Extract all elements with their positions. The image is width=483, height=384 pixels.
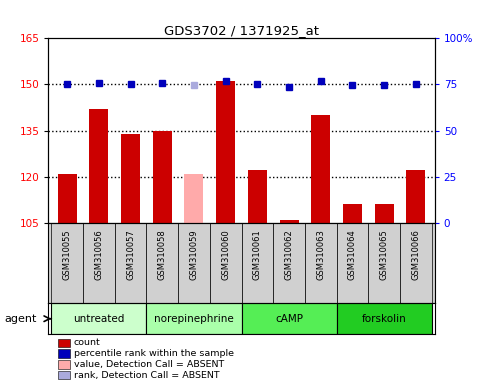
Bar: [343, 204, 362, 223]
Text: untreated: untreated: [73, 314, 125, 324]
Bar: [368, 223, 400, 303]
Text: GSM310058: GSM310058: [158, 229, 167, 280]
Text: norepinephrine: norepinephrine: [154, 314, 234, 324]
Bar: [89, 109, 109, 223]
Text: GSM310056: GSM310056: [95, 229, 103, 280]
Bar: [248, 170, 267, 223]
Text: GSM310057: GSM310057: [126, 229, 135, 280]
Bar: [406, 170, 425, 223]
Text: GSM310064: GSM310064: [348, 229, 357, 280]
Bar: [83, 223, 115, 303]
Text: agent: agent: [5, 314, 37, 324]
Text: forskolin: forskolin: [362, 314, 406, 324]
Text: cAMP: cAMP: [275, 314, 303, 324]
Bar: [58, 174, 77, 223]
Bar: [146, 223, 178, 303]
Bar: [52, 223, 83, 303]
Bar: [121, 134, 140, 223]
Text: GSM310061: GSM310061: [253, 229, 262, 280]
Text: GSM310065: GSM310065: [380, 229, 388, 280]
Bar: [242, 303, 337, 334]
Text: GSM310066: GSM310066: [411, 229, 420, 280]
Bar: [146, 303, 242, 334]
Bar: [311, 115, 330, 223]
Bar: [153, 131, 172, 223]
Text: GSM310062: GSM310062: [284, 229, 294, 280]
Bar: [273, 223, 305, 303]
Text: rank, Detection Call = ABSENT: rank, Detection Call = ABSENT: [74, 371, 220, 380]
Title: GDS3702 / 1371925_at: GDS3702 / 1371925_at: [164, 24, 319, 37]
Bar: [185, 174, 203, 223]
Bar: [115, 223, 146, 303]
Bar: [374, 204, 394, 223]
Text: GSM310055: GSM310055: [63, 229, 72, 280]
Bar: [337, 223, 368, 303]
Bar: [52, 303, 146, 334]
Bar: [400, 223, 431, 303]
Text: GSM310063: GSM310063: [316, 229, 325, 280]
Bar: [242, 223, 273, 303]
Text: value, Detection Call = ABSENT: value, Detection Call = ABSENT: [74, 360, 224, 369]
Bar: [337, 303, 431, 334]
Bar: [210, 223, 242, 303]
Text: GSM310060: GSM310060: [221, 229, 230, 280]
Bar: [216, 81, 235, 223]
Text: count: count: [74, 338, 100, 348]
Text: GSM310059: GSM310059: [189, 229, 199, 280]
Bar: [280, 220, 298, 223]
Bar: [178, 223, 210, 303]
Text: percentile rank within the sample: percentile rank within the sample: [74, 349, 234, 358]
Bar: [305, 223, 337, 303]
